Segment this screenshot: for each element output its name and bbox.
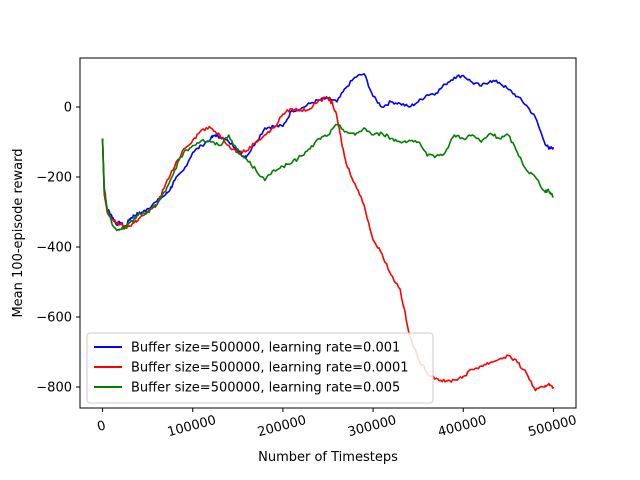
legend: Buffer size=500000, learning rate=0.001 B… — [86, 332, 434, 404]
legend-label-2: Buffer size=500000, learning rate=0.0001 — [131, 361, 409, 376]
y-tick-label: −600 — [36, 311, 72, 326]
legend-box — [86, 332, 434, 404]
x-axis-label: Number of Timesteps — [258, 450, 398, 465]
y-tick-label: −800 — [36, 381, 72, 396]
plot-frame — [79, 57, 577, 409]
series-lines — [101, 73, 555, 392]
y-tick-label: −400 — [36, 241, 72, 256]
x-tick-label: 0 — [96, 418, 108, 435]
y-axis-label: Mean 100-episode reward — [11, 148, 26, 317]
series-line-2 — [101, 96, 555, 392]
y-tick-label: 0 — [64, 101, 72, 116]
legend-label-3: Buffer size=500000, learning rate=0.005 — [131, 381, 400, 396]
legend-label-1: Buffer size=500000, learning rate=0.001 — [131, 341, 400, 356]
y-axis: 0 −200 −400 −600 −800 — [36, 101, 80, 396]
series-line-3 — [101, 123, 554, 232]
y-tick-label: −200 — [36, 171, 72, 186]
